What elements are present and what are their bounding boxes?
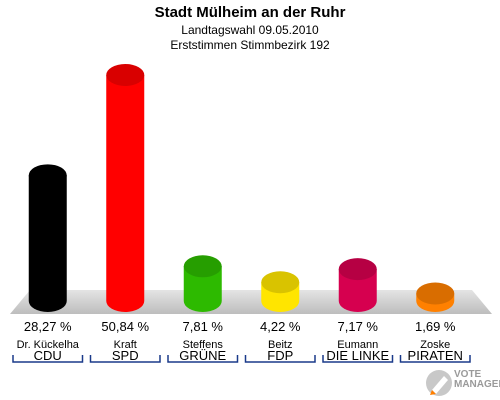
bar-body <box>183 266 222 313</box>
bar-gr-ne <box>183 255 222 313</box>
chart-title: Stadt Mülheim an der Ruhr <box>154 4 346 21</box>
election-subtitle: Landtagswahl 09.05.2010 <box>181 23 319 37</box>
bar-top <box>416 282 455 305</box>
party-bracket <box>244 355 316 363</box>
ballot-subtitle: Erststimmen Stimmbezirk 192 <box>170 38 330 52</box>
value-label: 50,84 % <box>101 319 149 334</box>
party-label: CDU <box>34 348 62 363</box>
candidate-label: Dr. Kückelha <box>17 339 80 351</box>
party-label: FDP <box>267 348 293 363</box>
party-bracket <box>322 355 394 363</box>
bar-cdu <box>28 164 67 312</box>
votemanager-logo <box>424 366 500 400</box>
party-bracket <box>12 355 84 363</box>
party-bracket <box>399 355 471 363</box>
party-label: DIE LINKE <box>326 348 389 363</box>
candidate-label: Eumann <box>337 339 378 351</box>
candidate-label: Kraft <box>114 339 137 351</box>
logo-line-2: MANAGER <box>454 379 500 390</box>
party-bracket <box>89 355 161 363</box>
candidate-label: Zoske <box>420 339 450 351</box>
bar-top <box>261 271 300 294</box>
value-label: 1,69 % <box>415 319 456 334</box>
pencil-icon <box>426 370 452 396</box>
bar-top <box>338 258 377 281</box>
value-label: 7,81 % <box>183 319 224 334</box>
value-label: 7,17 % <box>338 319 379 334</box>
party-bracket <box>167 355 239 363</box>
bar-body <box>338 269 377 313</box>
candidate-label: Steffens <box>183 339 224 351</box>
bar-top <box>183 255 222 278</box>
party-label: GRÜNE <box>179 348 226 363</box>
logo-line-1: VOTE <box>454 369 482 380</box>
bar-spd <box>106 64 145 313</box>
bar-top <box>106 64 145 86</box>
value-label: 4,22 % <box>260 319 301 334</box>
candidate-label: Beitz <box>268 339 292 351</box>
party-label: PIRATEN <box>408 348 463 363</box>
party-label: SPD <box>112 348 139 363</box>
bar-piraten <box>416 282 455 313</box>
bar-body <box>28 175 67 312</box>
logo-text: VOTE MANAGER <box>454 370 500 390</box>
bar-die-linke <box>338 258 377 313</box>
bar-top <box>28 164 67 187</box>
value-label: 28,27 % <box>24 319 72 334</box>
bar-body <box>106 75 145 313</box>
bar-fdp <box>261 271 300 313</box>
